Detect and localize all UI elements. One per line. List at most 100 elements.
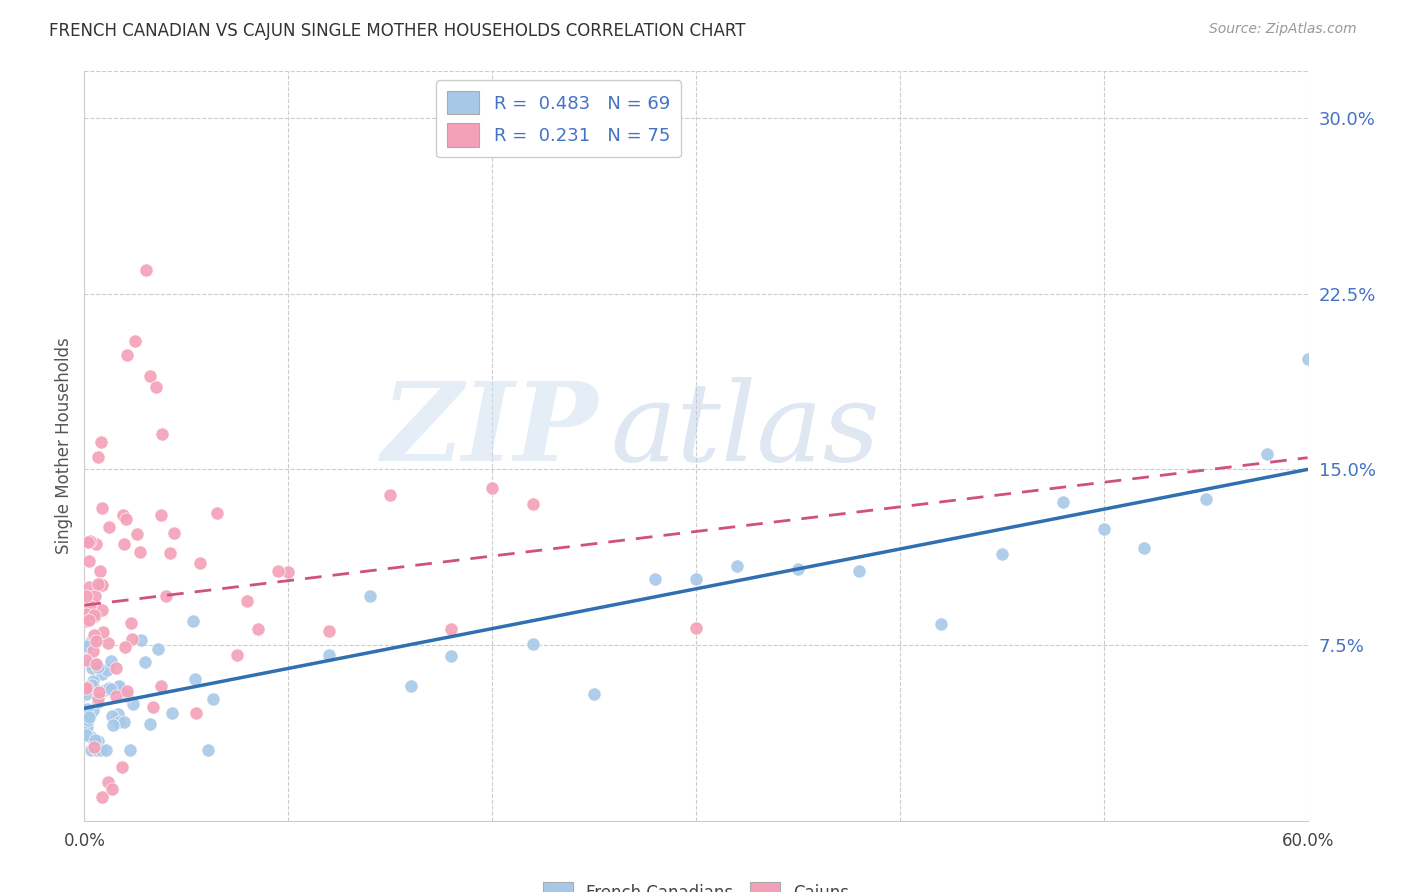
Point	[86, 734, 108, 748]
Point	[121, 632, 143, 647]
Point	[399, 679, 422, 693]
Point	[75, 639, 97, 653]
Point	[188, 556, 211, 570]
Point	[86, 695, 108, 709]
Point	[83, 607, 105, 622]
Text: Source: ZipAtlas.com: Source: ZipAtlas.com	[1209, 22, 1357, 37]
Point	[76, 720, 98, 734]
Point	[86, 691, 108, 706]
Point	[145, 380, 167, 394]
Point	[104, 661, 127, 675]
Point	[246, 622, 269, 636]
Point	[107, 707, 129, 722]
Point	[97, 520, 120, 534]
Point	[197, 743, 219, 757]
Point	[79, 708, 101, 723]
Point	[75, 589, 97, 603]
Point	[644, 573, 666, 587]
Legend: French Canadians, Cajuns: French Canadians, Cajuns	[534, 874, 858, 892]
Point	[75, 687, 97, 701]
Point	[103, 718, 125, 732]
Point	[481, 481, 503, 495]
Point	[115, 684, 138, 698]
Point	[127, 527, 149, 541]
Point	[787, 561, 810, 575]
Point	[120, 616, 142, 631]
Point	[107, 680, 129, 694]
Point	[522, 637, 544, 651]
Point	[112, 537, 135, 551]
Point	[149, 679, 172, 693]
Point	[163, 525, 186, 540]
Point	[100, 654, 122, 668]
Point	[440, 623, 463, 637]
Point	[77, 614, 100, 628]
Point	[121, 697, 143, 711]
Point	[77, 580, 100, 594]
Point	[105, 680, 128, 694]
Point	[75, 614, 97, 628]
Point	[107, 679, 129, 693]
Point	[124, 334, 146, 348]
Point	[80, 635, 103, 649]
Point	[90, 435, 112, 450]
Point	[184, 673, 207, 687]
Point	[142, 700, 165, 714]
Point	[84, 657, 107, 671]
Point	[82, 643, 104, 657]
Point	[135, 263, 157, 277]
Point	[359, 589, 381, 603]
Point	[79, 554, 101, 568]
Point	[183, 614, 205, 628]
Point	[139, 717, 162, 731]
Point	[94, 743, 117, 757]
Point	[79, 599, 101, 613]
Point	[1092, 522, 1115, 536]
Point	[1052, 495, 1074, 509]
Point	[84, 634, 107, 648]
Point	[90, 576, 112, 591]
Point	[929, 616, 952, 631]
Point	[75, 728, 97, 742]
Point	[76, 681, 98, 695]
Point	[75, 653, 97, 667]
Point	[100, 709, 122, 723]
Point	[98, 681, 121, 696]
Point	[80, 657, 103, 671]
Point	[79, 731, 101, 745]
Point	[96, 663, 118, 677]
Point	[114, 640, 136, 654]
Point	[108, 714, 131, 729]
Point	[97, 635, 120, 649]
Point	[129, 633, 152, 648]
Point	[84, 608, 107, 623]
Point	[100, 682, 122, 697]
Point	[90, 743, 112, 757]
Point	[115, 348, 138, 362]
Point	[86, 657, 108, 672]
Point	[201, 692, 224, 706]
Point	[79, 743, 101, 757]
Point	[76, 535, 98, 549]
Point	[150, 427, 173, 442]
Point	[277, 565, 299, 579]
Point	[115, 512, 138, 526]
Point	[155, 589, 177, 603]
Point	[90, 666, 112, 681]
Point	[318, 624, 340, 639]
Point	[115, 689, 138, 703]
Point	[685, 621, 707, 635]
Point	[87, 660, 110, 674]
Point	[82, 673, 104, 688]
Point	[150, 508, 173, 523]
Point	[83, 739, 105, 754]
Point	[83, 628, 105, 642]
Point	[267, 564, 290, 578]
Point	[440, 648, 463, 663]
Point	[80, 678, 103, 692]
Point	[186, 706, 208, 720]
Point	[146, 642, 169, 657]
Point	[1195, 491, 1218, 506]
Point	[100, 782, 122, 797]
Point	[82, 703, 104, 717]
